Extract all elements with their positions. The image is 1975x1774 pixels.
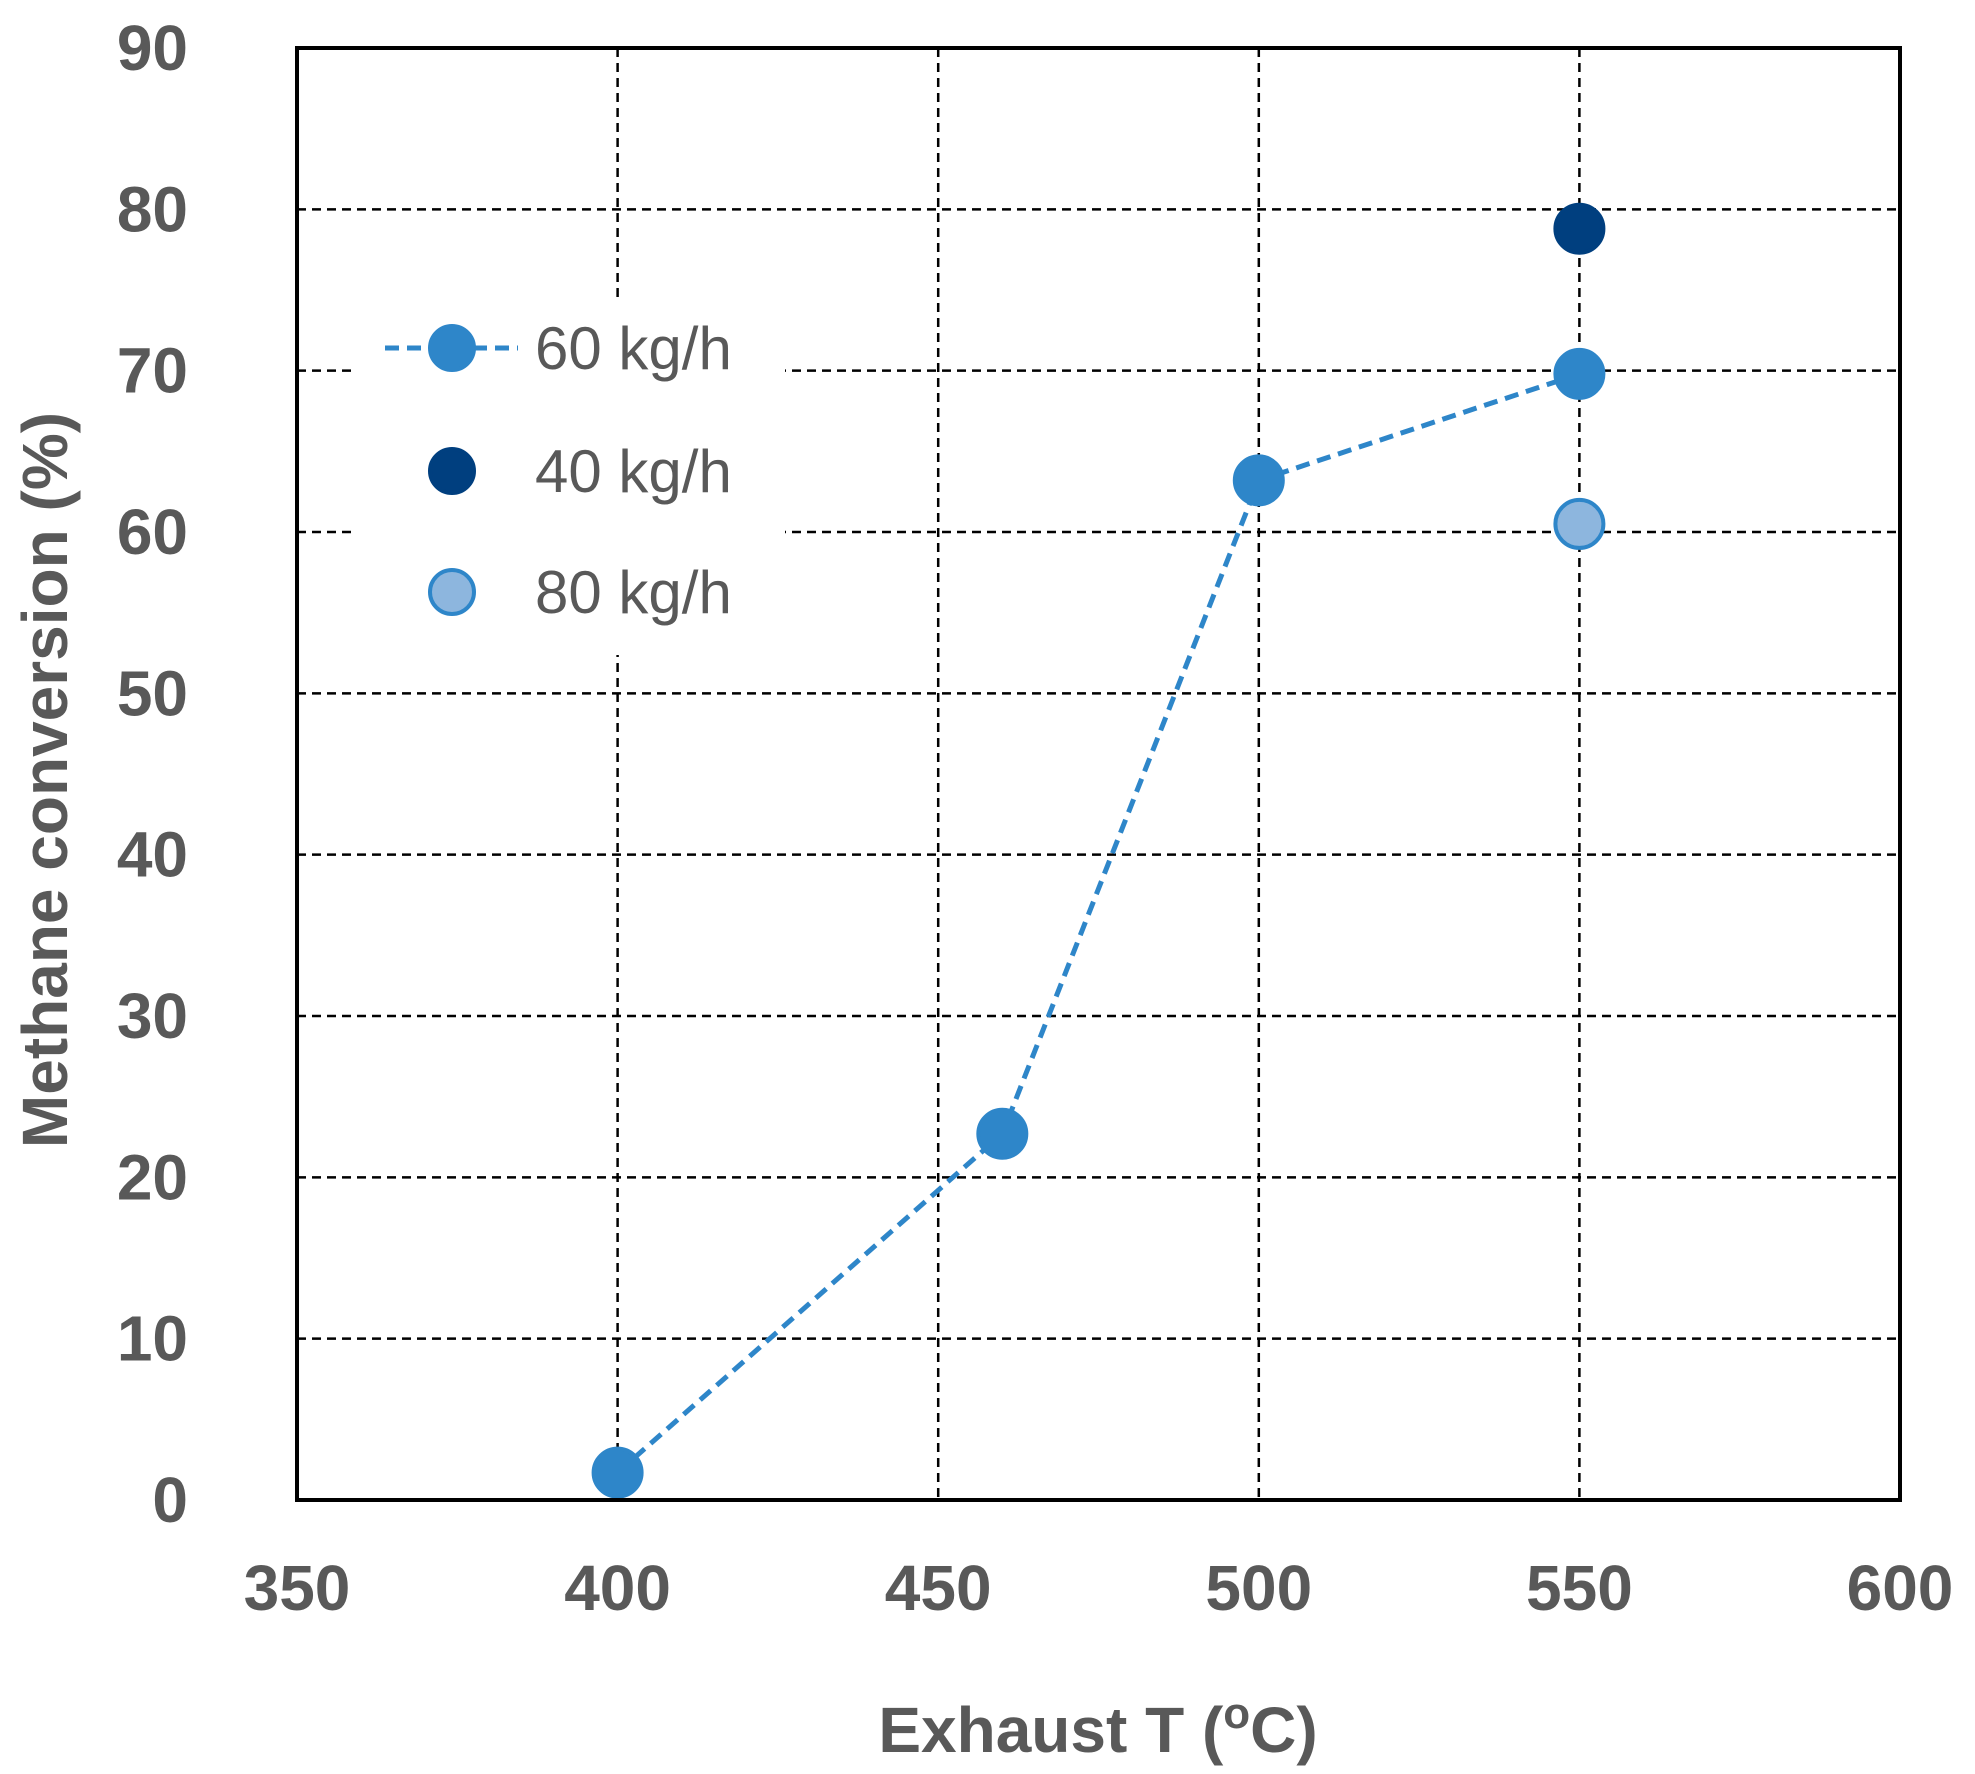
data-point xyxy=(1232,454,1285,507)
legend-background xyxy=(355,300,785,655)
legend-label: 40 kg/h xyxy=(535,438,732,505)
x-tick-labels: 350 400 450 500 550 600 xyxy=(244,1552,1954,1624)
y-tick-label: 60 xyxy=(117,496,188,568)
y-tick-label: 40 xyxy=(117,819,188,891)
y-tick-label: 90 xyxy=(117,12,188,84)
legend-marker xyxy=(428,447,476,495)
legend-label: 80 kg/h xyxy=(535,559,732,626)
data-point xyxy=(591,1446,644,1499)
legend-label: 60 kg/h xyxy=(535,315,732,382)
grid xyxy=(297,48,1900,1500)
series-line xyxy=(615,371,1581,1475)
x-tick-label: 450 xyxy=(885,1552,992,1624)
legend-marker xyxy=(428,324,476,372)
x-axis-title: Exhaust T (oC) xyxy=(878,1689,1317,1766)
y-tick-label: 50 xyxy=(117,657,188,729)
x-tick-label: 600 xyxy=(1847,1552,1954,1624)
x-tick-label: 550 xyxy=(1526,1552,1633,1624)
y-axis-title: Methane conversion (%) xyxy=(9,412,81,1148)
legend-marker xyxy=(428,568,476,616)
x-tick-label: 400 xyxy=(564,1552,671,1624)
data-point xyxy=(1553,202,1606,255)
y-tick-labels: 0 10 20 30 40 50 60 70 80 90 xyxy=(117,12,188,1536)
y-tick-label: 70 xyxy=(117,335,188,407)
markers xyxy=(591,202,1606,1499)
plot-frame xyxy=(295,46,1902,1502)
x-tick-label: 500 xyxy=(1205,1552,1312,1624)
data-point xyxy=(1553,347,1606,400)
legend: 60 kg/h 40 kg/h 80 kg/h xyxy=(355,300,785,655)
y-tick-label: 10 xyxy=(117,1303,188,1375)
y-tick-label: 80 xyxy=(117,173,188,245)
x-tick-label: 350 xyxy=(244,1552,351,1624)
y-tick-label: 20 xyxy=(117,1141,188,1213)
data-point xyxy=(1553,497,1606,550)
series-lines xyxy=(615,371,1581,1475)
y-tick-label: 30 xyxy=(117,980,188,1052)
data-point xyxy=(976,1107,1029,1160)
y-tick-label: 0 xyxy=(152,1464,188,1536)
